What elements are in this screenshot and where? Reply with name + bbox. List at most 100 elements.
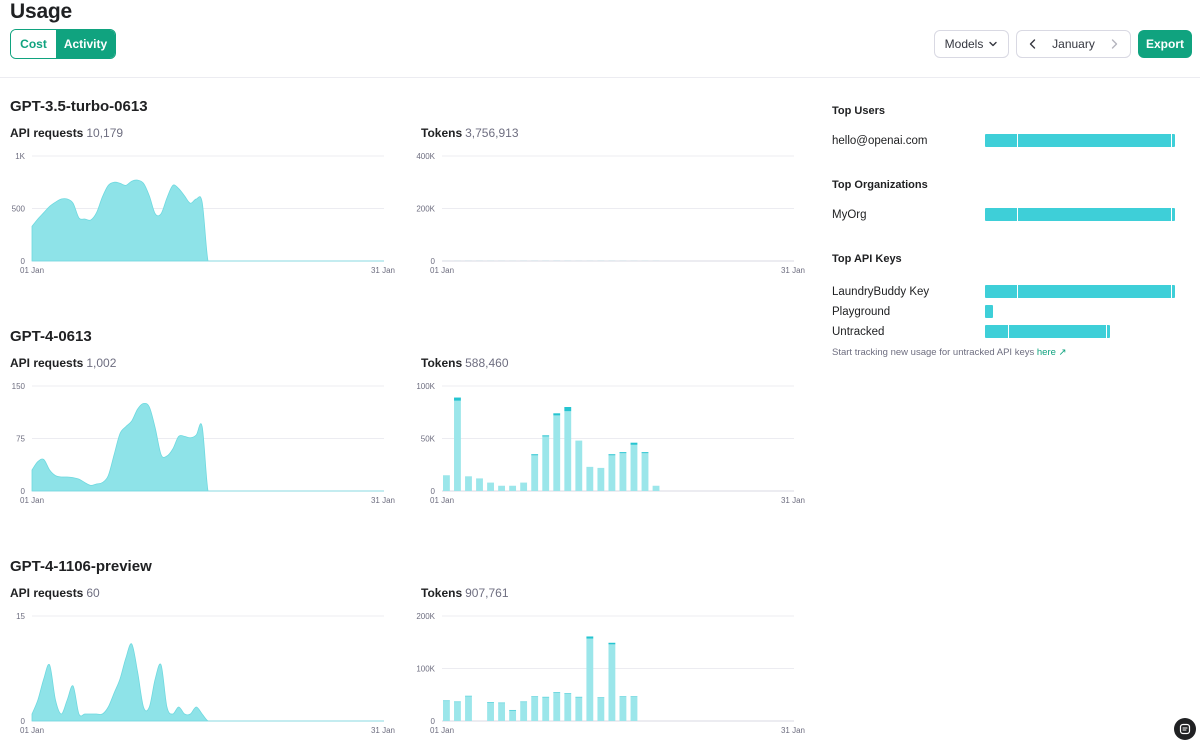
view-toggle: Cost Activity — [10, 29, 116, 59]
y-tick-label: 100K — [416, 665, 435, 674]
metric-label: Tokens — [421, 356, 463, 370]
token-bar-base — [509, 485, 517, 491]
page-title: Usage — [10, 0, 73, 23]
usage-bar-end — [1106, 325, 1107, 338]
y-tick-label: 1K — [15, 152, 25, 161]
header-divider — [0, 77, 1200, 78]
usage-row-label: hello@openai.com — [832, 135, 928, 147]
token-bar-top — [498, 702, 506, 704]
token-bar-base — [542, 697, 550, 721]
model-title: GPT-4-1106-preview — [10, 558, 152, 575]
tracking-note-text: Start tracking new usage for untracked A… — [832, 347, 1035, 358]
tab-cost[interactable]: Cost — [11, 30, 56, 58]
token-bar-top — [454, 701, 461, 703]
metric-label: Tokens — [421, 586, 463, 600]
token-bar-base — [520, 482, 528, 491]
requests-area — [31, 643, 384, 722]
metric-label: API requests — [10, 586, 84, 600]
requests-area — [31, 179, 384, 262]
token-bar-base — [476, 478, 483, 491]
y-tick-label: 100K — [416, 382, 435, 391]
model-title: GPT-4-0613 — [10, 328, 92, 345]
requests-chart: 1K 500 001 Jan 31 Jan — [12, 152, 395, 275]
token-bar-base — [509, 710, 517, 721]
token-bar-top — [531, 696, 539, 697]
token-bar-base — [498, 703, 506, 721]
chevron-right-icon — [1111, 39, 1118, 49]
usage-bar — [985, 285, 1175, 298]
metric-label: API requests — [10, 126, 84, 140]
top-organizations-title: Top Organizations — [832, 179, 928, 191]
token-bar-top — [619, 696, 627, 697]
tracking-note: Start tracking new usage for untracked A… — [832, 347, 1067, 358]
token-bar-base — [498, 485, 506, 491]
token-bar-base — [487, 482, 494, 491]
y-tick-label: 200K — [416, 205, 435, 214]
token-bar-base — [641, 453, 649, 491]
token-bar-base — [608, 644, 616, 721]
token-bar-base — [553, 692, 561, 721]
x-tick-label: 01 Jan — [430, 496, 454, 505]
x-tick-label: 31 Jan — [781, 726, 805, 735]
x-tick-label: 31 Jan — [781, 266, 805, 275]
y-tick-label: 75 — [16, 435, 25, 444]
token-bar-top — [608, 454, 616, 456]
token-bar-top — [531, 454, 539, 456]
top-api-keys-title: Top API Keys — [832, 253, 902, 265]
token-bar-base — [465, 476, 472, 491]
token-bar-base — [630, 696, 638, 721]
usage-bar-divider — [1008, 325, 1009, 338]
export-button[interactable]: Export — [1138, 30, 1192, 58]
token-bar-base — [465, 696, 472, 721]
requests-metric: API requests 10,179 — [10, 126, 123, 140]
token-bar-base — [652, 485, 660, 491]
tab-activity[interactable]: Activity — [56, 30, 115, 58]
usage-bar-end — [1171, 134, 1172, 147]
usage-bar-divider — [1017, 285, 1018, 298]
prev-month-button[interactable] — [1025, 36, 1041, 52]
metric-value: 1,002 — [86, 356, 117, 370]
usage-row-label: Untracked — [832, 326, 885, 338]
token-bar-top — [608, 642, 616, 645]
token-bar-base — [586, 466, 594, 491]
token-bar-top — [564, 693, 572, 694]
help-button[interactable] — [1174, 718, 1196, 740]
model-title: GPT-3.5-turbo-0613 — [10, 98, 148, 115]
metric-label: API requests — [10, 356, 84, 370]
metric-value: 60 — [86, 586, 100, 600]
y-tick-label: 0 — [21, 257, 26, 266]
tokens-metric: Tokens 907,761 — [421, 586, 509, 600]
token-bar-base — [542, 436, 550, 491]
help-icon — [1179, 723, 1191, 735]
token-bar-base — [564, 693, 572, 721]
x-tick-label: 01 Jan — [430, 266, 454, 275]
token-bar-top — [641, 452, 649, 454]
token-bar-base — [564, 411, 572, 491]
usage-bar-end — [1171, 208, 1172, 221]
y-tick-label: 0 — [431, 717, 436, 726]
top-users-title: Top Users — [832, 105, 885, 117]
tokens-chart: 400K 200K 001 Jan 31 Jan — [416, 152, 805, 275]
next-month-button[interactable] — [1106, 36, 1122, 52]
y-tick-label: 0 — [21, 717, 26, 726]
token-bar-base — [520, 702, 528, 721]
tracking-link[interactable]: here ↗ — [1036, 347, 1067, 358]
requests-area — [31, 402, 384, 492]
token-bar-top — [509, 709, 517, 711]
month-navigator: January — [1016, 30, 1131, 58]
models-dropdown[interactable]: Models — [934, 30, 1009, 58]
token-bar-base — [597, 697, 605, 721]
metric-label: Tokens — [421, 126, 463, 140]
token-bar-top — [630, 442, 638, 445]
token-bar-base — [619, 453, 627, 491]
token-bar-base — [586, 638, 594, 721]
x-tick-label: 31 Jan — [371, 266, 395, 275]
chevron-left-icon — [1029, 39, 1036, 49]
usage-bar-divider — [1017, 208, 1018, 221]
token-bar-top — [454, 397, 461, 401]
usage-bar — [985, 325, 1110, 338]
token-bar-base — [531, 455, 539, 491]
x-tick-label: 01 Jan — [20, 496, 44, 505]
token-bar-base — [443, 701, 450, 721]
x-tick-label: 01 Jan — [20, 266, 44, 275]
